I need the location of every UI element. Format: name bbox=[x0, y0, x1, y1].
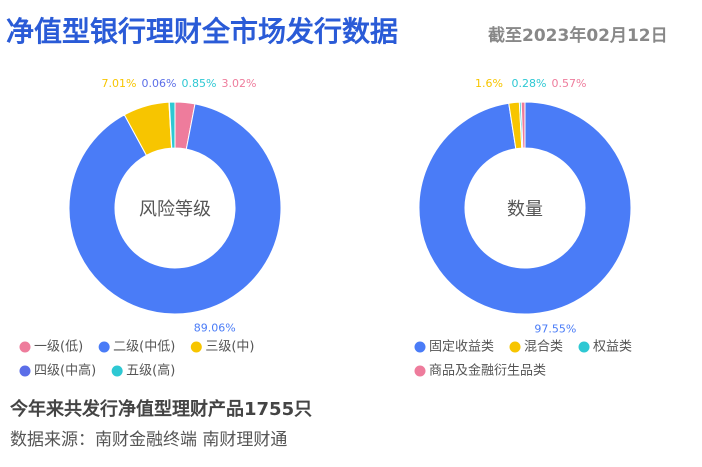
value-label: 1.6% bbox=[475, 77, 503, 90]
page-subtitle: 截至2023年02月12日 bbox=[488, 25, 668, 46]
legend-label: 权益类 bbox=[593, 339, 632, 355]
legend-label: 四级(中高) bbox=[34, 363, 96, 379]
page-title: 净值型银行理财全市场发行数据 bbox=[6, 15, 398, 48]
legend-marker bbox=[190, 341, 202, 353]
donut-slice bbox=[418, 101, 632, 315]
center-label: 数量 bbox=[507, 199, 543, 220]
legend-marker bbox=[414, 365, 426, 377]
center-label: 风险等级 bbox=[139, 199, 211, 220]
legend-label: 五级(高) bbox=[126, 363, 175, 379]
value-label: 0.57% bbox=[552, 77, 587, 90]
legend-marker bbox=[509, 341, 521, 353]
source: 数据来源：南财金融终端 南财理财通 bbox=[10, 430, 287, 450]
value-label: 7.01% bbox=[102, 77, 137, 90]
legend-marker bbox=[19, 365, 31, 377]
legend-label: 固定收益类 bbox=[429, 340, 494, 355]
legend-label: 商品及金融衍生品类 bbox=[429, 363, 546, 379]
legend-label: 混合类 bbox=[524, 340, 563, 355]
donut-slice bbox=[168, 101, 176, 149]
donut-slice bbox=[520, 101, 526, 149]
legend-marker bbox=[578, 341, 590, 353]
legend-label: 二级(中低) bbox=[113, 340, 175, 355]
value-label: 97.55% bbox=[534, 323, 576, 336]
value-label: 0.06% bbox=[142, 77, 177, 90]
legend-marker bbox=[414, 341, 426, 353]
value-label: 0.85% bbox=[182, 77, 217, 90]
legend-label: 三级(中) bbox=[205, 340, 254, 355]
legend-marker bbox=[19, 341, 31, 353]
summary: 今年来共发行净值型理财产品1755只 bbox=[10, 398, 312, 420]
legend-label: 一级(低) bbox=[34, 340, 83, 355]
legend-marker bbox=[111, 365, 123, 377]
donut-slice bbox=[68, 103, 282, 315]
value-label: 0.28% bbox=[512, 77, 547, 90]
value-label: 89.06% bbox=[194, 322, 236, 335]
value-label: 3.02% bbox=[222, 77, 257, 90]
legend-marker bbox=[98, 341, 110, 353]
